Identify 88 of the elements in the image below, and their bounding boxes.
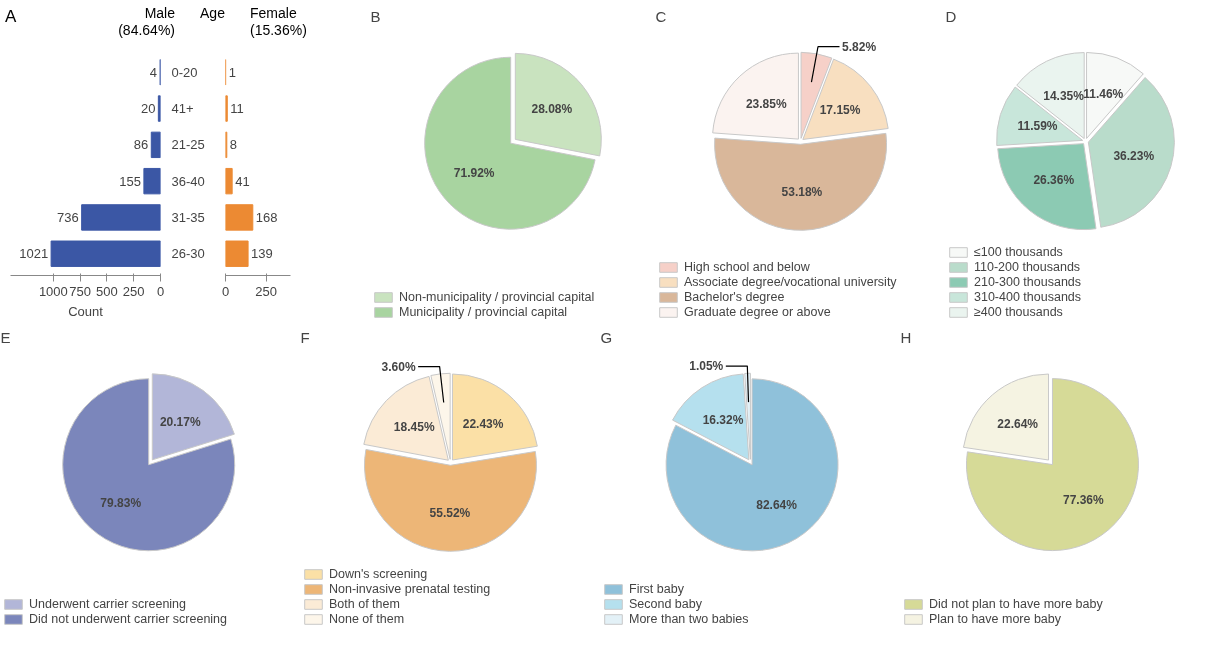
data-label: 36.23% bbox=[1113, 148, 1155, 163]
chart-title: Male (84.64%) bbox=[118, 5, 175, 39]
legend-label: 210-300 thousands bbox=[974, 275, 1082, 289]
data-label: 41 bbox=[235, 173, 250, 189]
data-label: 22.64% bbox=[997, 417, 1039, 432]
x-tick-label: 250 bbox=[122, 283, 145, 299]
data-label: 22.43% bbox=[462, 416, 504, 431]
legend-label: None of them bbox=[329, 612, 405, 626]
x-tick-label: 1000 bbox=[38, 283, 68, 299]
data-label: 55.52% bbox=[429, 505, 471, 520]
x-tick-label: 750 bbox=[69, 283, 91, 299]
x-tick-label: 0 bbox=[156, 283, 165, 299]
legend-label: 310-400 thousands bbox=[974, 290, 1082, 304]
data-label: 1.05% bbox=[689, 359, 724, 374]
data-label: 71.92% bbox=[453, 166, 495, 181]
legend-label: Associate degree/vocational university bbox=[684, 275, 897, 289]
bar bbox=[150, 131, 161, 159]
chart-title: H bbox=[900, 328, 912, 346]
legend-label: Down's screening bbox=[329, 567, 428, 581]
data-label: 139 bbox=[251, 246, 273, 262]
legend-label: Municipality / provincial capital bbox=[399, 305, 568, 319]
data-label: 11.46% bbox=[1083, 87, 1124, 102]
data-label: 17.15% bbox=[819, 103, 861, 118]
data-label: 20 bbox=[140, 101, 156, 117]
legend-label: Did not plan to have more baby bbox=[929, 597, 1103, 611]
data-label: 23.85% bbox=[745, 97, 787, 112]
data-label: 16.32% bbox=[702, 413, 744, 428]
data-label: 11.59% bbox=[1017, 119, 1058, 134]
data-label: 1 bbox=[228, 64, 236, 80]
data-label: 28.08% bbox=[531, 102, 573, 117]
legend-label: Plan to have more baby bbox=[929, 612, 1062, 626]
chart-title: Female (15.36%) bbox=[250, 5, 307, 39]
bar bbox=[50, 240, 161, 267]
data-label: 8 bbox=[229, 137, 238, 153]
chart-title: D bbox=[945, 7, 957, 25]
data-label: 20.17% bbox=[159, 414, 201, 429]
data-label: 168 bbox=[255, 209, 278, 225]
data-label: 53.18% bbox=[781, 184, 823, 199]
legend-label: Did not underwent carrier screening bbox=[29, 612, 228, 626]
bar bbox=[225, 167, 233, 195]
y-tick-label: 0-20 bbox=[171, 64, 198, 80]
text: Age bbox=[200, 5, 225, 22]
chart-title: G bbox=[600, 328, 613, 346]
x-tick-label: 500 bbox=[96, 283, 118, 299]
legend-label: Second baby bbox=[629, 597, 702, 611]
legend-label: First baby bbox=[629, 582, 684, 596]
legend-label: More than two babies bbox=[629, 612, 749, 626]
x-axis-title: Count bbox=[68, 303, 104, 319]
bar bbox=[225, 240, 249, 267]
legend-label: Non-municipality / provincial capital bbox=[399, 290, 595, 304]
data-label: 14.35% bbox=[1043, 89, 1085, 104]
chart-title: C bbox=[655, 7, 667, 25]
data-label: 4 bbox=[149, 64, 158, 80]
y-tick-label: 41+ bbox=[171, 101, 194, 117]
y-tick-label: 26-30 bbox=[171, 246, 205, 262]
bar bbox=[225, 204, 254, 231]
legend-label: Underwent carrier screening bbox=[29, 597, 187, 611]
data-label: 77.36% bbox=[1062, 493, 1105, 508]
y-tick-label: 21-25 bbox=[171, 137, 205, 153]
data-label: 11 bbox=[230, 101, 244, 117]
data-label: 736 bbox=[56, 209, 79, 225]
text: A bbox=[5, 6, 17, 28]
legend-label: Graduate degree or above bbox=[684, 305, 831, 319]
bar bbox=[81, 204, 161, 231]
data-label: 5.82% bbox=[842, 39, 877, 54]
x-tick-label: 0 bbox=[221, 283, 230, 299]
data-label: 86 bbox=[133, 137, 149, 153]
data-label: 155 bbox=[119, 173, 141, 189]
data-label: 1021 bbox=[19, 246, 49, 262]
data-label: 3.60% bbox=[381, 359, 416, 374]
y-tick-label: 31-35 bbox=[171, 209, 205, 225]
data-label: 26.36% bbox=[1033, 173, 1075, 188]
chart-title: E bbox=[0, 328, 11, 346]
data-label: 82.64% bbox=[756, 498, 798, 513]
legend-label: Bachelor's degree bbox=[684, 290, 785, 304]
legend-label: Both of them bbox=[329, 597, 400, 611]
data-label: 79.83% bbox=[100, 495, 142, 510]
legend-label: ≤100 thousands bbox=[974, 245, 1063, 259]
legend-label: ≥400 thousands bbox=[974, 305, 1063, 319]
bar bbox=[143, 167, 161, 195]
y-tick-label: 36-40 bbox=[171, 173, 205, 189]
data-label: 18.45% bbox=[393, 420, 435, 435]
x-tick-label: 250 bbox=[255, 283, 277, 299]
legend-label: High school and below bbox=[684, 260, 810, 274]
chart-title: B bbox=[370, 7, 381, 25]
legend-label: 110-200 thousands bbox=[974, 260, 1081, 274]
chart-title: F bbox=[300, 328, 310, 346]
legend-label: Non-invasive prenatal testing bbox=[329, 582, 491, 596]
